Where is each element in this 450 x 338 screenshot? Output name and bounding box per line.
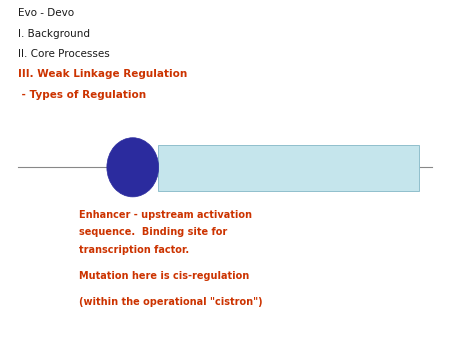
Text: sequence.  Binding site for: sequence. Binding site for bbox=[79, 227, 227, 237]
Text: Evo - Devo: Evo - Devo bbox=[18, 8, 74, 19]
Text: - Types of Regulation: - Types of Regulation bbox=[18, 90, 146, 100]
Text: Enhancer - upstream activation: Enhancer - upstream activation bbox=[79, 210, 252, 220]
Text: II. Core Processes: II. Core Processes bbox=[18, 49, 110, 59]
Text: I. Background: I. Background bbox=[18, 29, 90, 39]
Text: transcription factor.: transcription factor. bbox=[79, 245, 189, 255]
Text: III. Weak Linkage Regulation: III. Weak Linkage Regulation bbox=[18, 69, 187, 79]
Text: Mutation here is cis-regulation: Mutation here is cis-regulation bbox=[79, 271, 249, 281]
FancyBboxPatch shape bbox=[158, 145, 419, 191]
Ellipse shape bbox=[107, 138, 158, 197]
Text: (within the operational "cistron"): (within the operational "cistron") bbox=[79, 297, 262, 307]
